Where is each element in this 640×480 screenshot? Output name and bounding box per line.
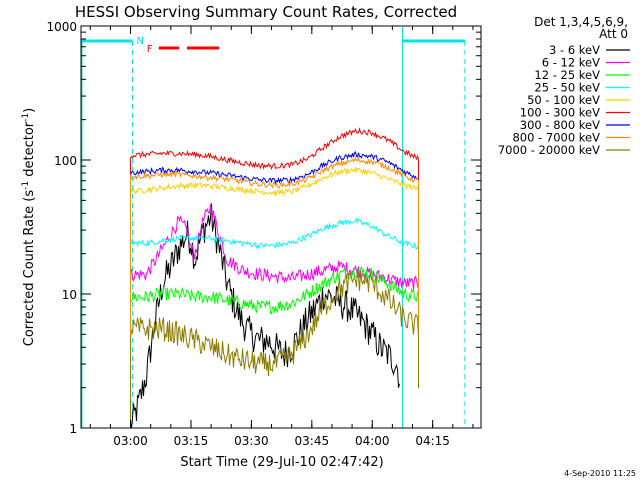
y-axis-label-main: Corrected Count Rate (s <box>22 190 37 347</box>
series-line-5 <box>130 127 419 428</box>
x-tick-label-0: 03:00 <box>113 434 148 448</box>
footer-timestamp: 4-Sep-2010 11:25 <box>564 469 636 478</box>
series-line-2 <box>130 265 419 428</box>
y-tick-label-0: 1 <box>69 422 77 436</box>
legend-label-3: 25 - 50 keV <box>534 81 600 95</box>
x-tick-label-4: 04:00 <box>355 434 390 448</box>
y-axis-label-end: ) <box>22 108 37 113</box>
legend-label-0: 3 - 6 keV <box>549 43 600 57</box>
x-axis-ticks: 03:00 03:15 03:30 03:45 04:00 04:15 <box>89 26 474 448</box>
flare-flag-label: F <box>147 44 153 55</box>
legend-label-4: 50 - 100 keV <box>527 93 600 107</box>
chart-title: HESSI Observing Summary Count Rates, Cor… <box>75 3 457 21</box>
legend-label-8: 7000 - 20000 keV <box>498 143 600 157</box>
legend-label-5: 100 - 300 keV <box>520 106 600 120</box>
series-line-4 <box>130 166 419 428</box>
legend-header-1: Det 1,3,4,5,6,9, <box>534 15 628 29</box>
legend-label-7: 800 - 7000 keV <box>512 131 600 145</box>
y-tick-label-1: 10 <box>62 288 77 302</box>
y-axis-ticks: 1 10 100 1000 <box>46 20 481 436</box>
series-line-8 <box>130 268 419 428</box>
flag-markers: NF <box>81 27 466 428</box>
y-tick-label-2: 100 <box>54 154 77 168</box>
x-tick-label-2: 03:30 <box>234 434 269 448</box>
plot-frame <box>80 25 482 429</box>
x-tick-label-1: 03:15 <box>174 434 209 448</box>
legend-label-2: 12 - 25 keV <box>534 68 600 82</box>
x-axis-label: Start Time (29-Jul-10 02:47:42) <box>180 455 383 470</box>
y-axis-label-mid: detector <box>22 121 37 181</box>
night-flag-label: N <box>137 36 144 47</box>
legend-header-2: Att 0 <box>599 27 628 41</box>
series-line-3 <box>130 217 419 428</box>
series-line-0 <box>130 203 400 429</box>
y-axis-label-sup2: -1 <box>21 113 31 122</box>
legend-label-1: 6 - 12 keV <box>542 56 600 70</box>
x-tick-label-3: 03:45 <box>295 434 330 448</box>
x-tick-label-5: 04:15 <box>415 434 450 448</box>
legend-label-6: 300 - 800 keV <box>520 118 600 132</box>
series-line-7 <box>130 156 419 428</box>
series-line-6 <box>130 150 419 428</box>
y-axis-label: Corrected Count Rate (s-1 detector-1) <box>21 108 37 346</box>
series-line-1 <box>130 204 419 428</box>
y-axis-label-sup1: -1 <box>21 181 31 190</box>
y-tick-label-3: 1000 <box>46 20 77 34</box>
series-layer <box>130 127 419 429</box>
